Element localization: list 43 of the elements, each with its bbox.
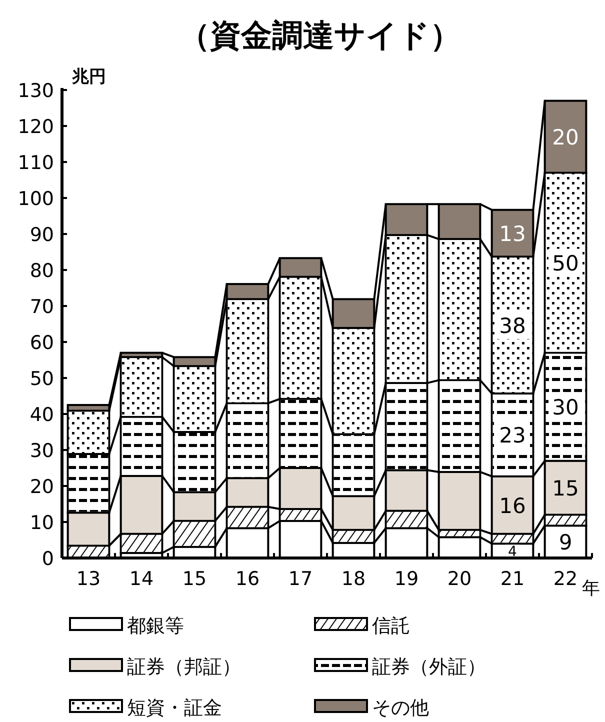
y-tick-label: 20 [30, 476, 54, 498]
x-tick-label: 22 [553, 568, 578, 590]
y-tick-label: 40 [30, 404, 54, 426]
legend-label: 証券（外証） [372, 656, 486, 678]
legend-label: 信託 [372, 615, 410, 637]
data-label: 38 [499, 314, 526, 338]
legend-label: 都銀等 [127, 615, 184, 637]
x-tick-label: 13 [76, 568, 101, 590]
y-tick-label: 30 [30, 440, 54, 462]
y-tick-label: 60 [30, 332, 54, 354]
legend-label: 証券（邦証） [127, 656, 241, 678]
data-label: 23 [499, 424, 526, 448]
x-axis-title: 年 [582, 578, 600, 599]
y-tick-label: 80 [30, 260, 54, 282]
x-tick-label: 17 [288, 568, 313, 590]
data-label: 16 [499, 494, 526, 518]
data-label: 15 [552, 476, 579, 501]
legend-label: その他 [372, 697, 429, 719]
data-label: 50 [552, 252, 579, 276]
x-tick-label: 18 [341, 568, 366, 590]
y-tick-label: 120 [18, 116, 54, 138]
data-label: 9 [558, 530, 572, 555]
title: （資金調達サイド） [179, 18, 461, 54]
data-label: 13 [499, 222, 526, 246]
y-tick-label: 0 [42, 548, 54, 570]
x-tick-label: 14 [129, 568, 154, 590]
x-tick-label: 21 [500, 568, 525, 590]
data-label: 30 [552, 396, 579, 420]
x-tick-label: 19 [394, 568, 419, 590]
data-label: 4 [508, 544, 518, 560]
y-axis-title: 兆円 [71, 67, 106, 87]
y-tick-label: 70 [30, 296, 54, 318]
y-tick-label: 90 [30, 224, 54, 246]
y-tick-label: 10 [30, 512, 54, 534]
y-tick-label: 110 [18, 152, 54, 174]
data-label: 20 [552, 126, 579, 150]
x-tick-label: 16 [235, 568, 260, 590]
y-tick-label: 100 [18, 188, 54, 210]
x-tick-label: 20 [447, 568, 472, 590]
y-tick-label: 130 [18, 80, 54, 102]
x-tick-label: 15 [182, 568, 207, 590]
y-tick-label: 50 [30, 368, 54, 390]
legend-label: 短資・証金 [127, 697, 222, 719]
